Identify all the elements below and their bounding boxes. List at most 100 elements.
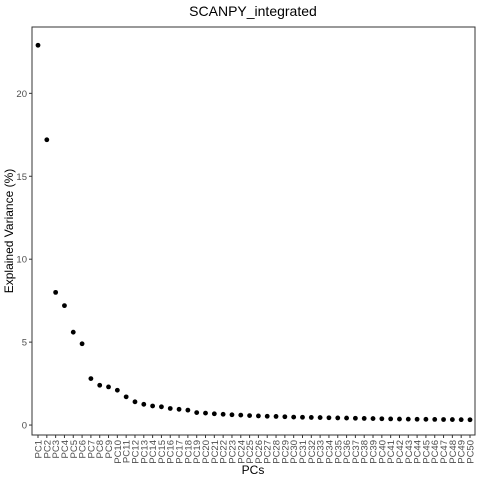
data-point-pc19	[194, 410, 200, 416]
data-point-pc21	[211, 411, 217, 417]
data-point-pc9	[106, 384, 111, 390]
x-tick-label: PC27	[263, 440, 274, 464]
data-point-pc47	[441, 417, 446, 422]
data-point-pc7	[88, 376, 94, 382]
data-point-pc14	[150, 403, 156, 409]
x-tick-label: PC15	[157, 440, 168, 464]
x-tick-label: PC35	[333, 440, 344, 464]
data-point-pc43	[405, 416, 411, 422]
x-tick-label: PC50	[466, 440, 477, 464]
x-tick-label: PC6	[78, 440, 89, 458]
x-tick-label: PC43	[404, 440, 415, 464]
x-tick-label: PC1	[34, 440, 45, 458]
data-point-pc28	[273, 414, 279, 419]
x-tick-label: PC28	[272, 440, 283, 464]
data-point-pc34	[326, 415, 332, 421]
data-point-pc31	[300, 414, 305, 420]
x-axis-title: PCs	[242, 463, 265, 477]
data-point-pc17	[176, 406, 182, 412]
data-point-pc1	[35, 42, 41, 48]
data-point-pc48	[449, 417, 455, 422]
data-point-pc46	[432, 417, 438, 422]
x-tick-label: PC30	[289, 440, 300, 464]
data-point-pc23	[229, 412, 235, 418]
x-tick-label: PC46	[430, 440, 441, 464]
data-point-pc25	[247, 413, 252, 418]
data-point-pc41	[388, 416, 394, 422]
x-tick-label: PC44	[413, 440, 424, 464]
x-tick-label: PC49	[457, 440, 468, 464]
data-point-pc4	[62, 303, 67, 309]
x-tick-label: PC41	[386, 440, 397, 464]
chart-title: SCANPY_integrated	[189, 3, 317, 19]
x-tick-label: PC38	[360, 440, 371, 464]
x-tick-label: PC14	[148, 440, 159, 464]
data-point-pc44	[414, 416, 420, 422]
x-tick-label: PC36	[342, 440, 353, 464]
x-tick-label: PC3	[51, 440, 62, 458]
data-point-pc26	[256, 413, 261, 419]
x-tick-label: PC32	[307, 440, 318, 464]
data-point-pc6	[79, 341, 85, 347]
x-tick-label: PC11	[122, 440, 133, 463]
data-point-pc50	[467, 417, 473, 423]
x-tick-label: PC24	[236, 440, 247, 464]
x-tick-label: PC21	[210, 440, 221, 464]
data-point-pc35	[335, 415, 341, 421]
x-tick-label: PC48	[448, 440, 459, 464]
data-point-pc42	[397, 416, 402, 422]
x-tick-label: PC2	[42, 440, 53, 458]
x-tick-label: PC5	[69, 440, 80, 458]
y-tick-label: 10	[16, 255, 27, 266]
x-tick-label: PC39	[369, 440, 380, 464]
y-tick-label: 20	[16, 89, 27, 100]
x-tick-label: PC34	[324, 440, 335, 464]
data-point-pc10	[114, 387, 120, 393]
data-point-pc49	[458, 417, 464, 423]
data-point-pc12	[132, 399, 138, 405]
x-tick-label: PC29	[280, 440, 291, 464]
data-point-pc2	[44, 137, 50, 143]
x-tick-label: PC13	[139, 440, 150, 464]
data-point-pc39	[370, 416, 376, 421]
data-point-pc13	[141, 401, 147, 407]
data-point-pc15	[159, 404, 164, 410]
data-point-pc37	[352, 415, 358, 421]
data-point-pc27	[264, 413, 270, 419]
x-tick-label: PC9	[104, 440, 115, 458]
x-tick-label: PC23	[227, 440, 238, 464]
x-tick-label: PC16	[166, 440, 177, 464]
x-tick-label: PC40	[377, 440, 388, 464]
data-point-pc5	[70, 329, 76, 335]
data-point-pc30	[291, 414, 297, 420]
data-point-pc33	[317, 415, 323, 420]
y-tick-label: 0	[22, 421, 27, 432]
data-points	[35, 42, 473, 423]
data-point-pc18	[185, 407, 191, 413]
data-point-pc40	[379, 416, 385, 422]
plot-panel	[31, 26, 476, 436]
x-tick-label: PC42	[395, 440, 406, 464]
x-tick-label: PC22	[219, 440, 230, 464]
data-point-pc36	[344, 415, 349, 421]
data-point-pc32	[308, 415, 314, 420]
data-point-pc20	[203, 410, 208, 416]
x-tick-label: PC18	[183, 440, 194, 464]
data-point-pc24	[238, 412, 244, 418]
x-tick-label: PC45	[421, 440, 432, 464]
x-tick-label: PC4	[60, 440, 71, 458]
x-tick-label: PC31	[298, 440, 309, 464]
data-point-pc3	[53, 289, 59, 295]
x-tick-label: PC33	[316, 440, 327, 464]
x-tick-label: PC26	[254, 440, 265, 464]
x-tick-label: PC12	[130, 440, 141, 464]
data-point-pc11	[123, 394, 129, 400]
y-tick-label: 5	[22, 338, 27, 349]
y-axis: 0 5 10 15 20	[16, 89, 32, 432]
data-point-pc16	[167, 406, 173, 411]
data-point-pc8	[97, 382, 103, 388]
x-tick-label: PC10	[113, 440, 124, 464]
data-point-pc45	[423, 416, 429, 422]
x-tick-label: PC37	[351, 440, 362, 464]
